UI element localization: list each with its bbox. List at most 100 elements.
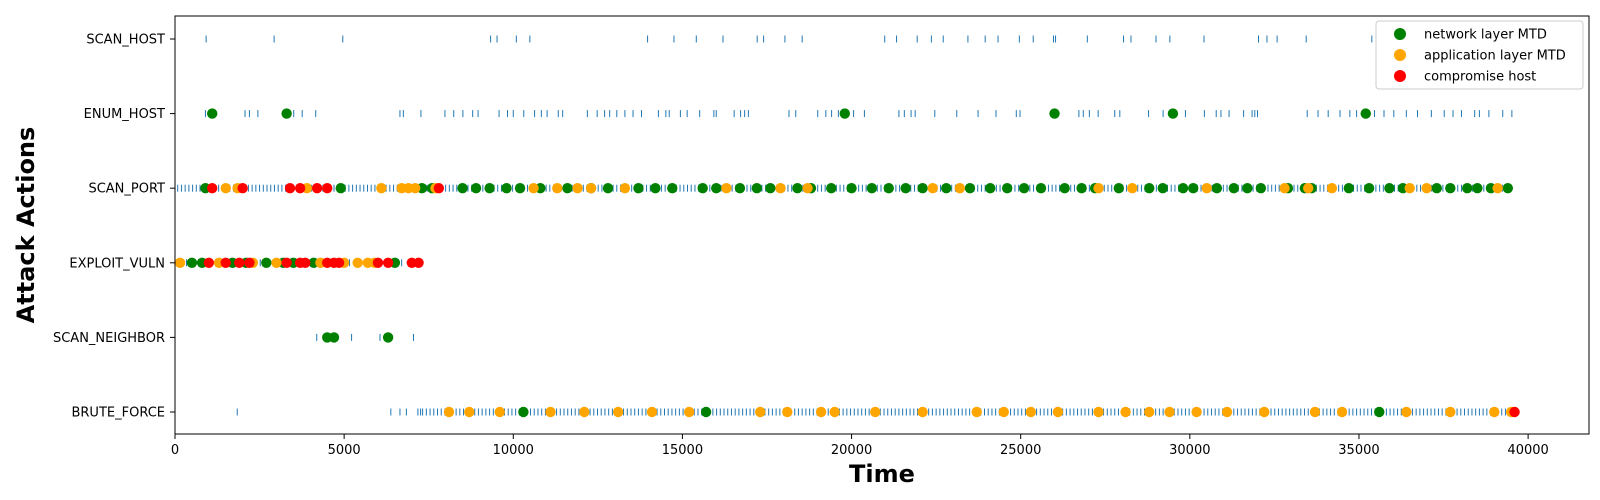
legend-label: application layer MTD bbox=[1424, 49, 1566, 64]
network-mtd-point bbox=[751, 183, 763, 194]
network-mtd-point bbox=[826, 183, 837, 194]
network-mtd-point bbox=[1384, 183, 1395, 194]
application-mtd-point bbox=[954, 183, 966, 194]
application-mtd-point bbox=[1421, 183, 1432, 194]
x-tick-label: 20000 bbox=[831, 443, 872, 458]
network-mtd-point bbox=[1018, 183, 1030, 194]
network-mtd-point bbox=[1167, 108, 1179, 119]
y-tick-label: EXPLOIT_VULN bbox=[69, 256, 165, 271]
compromise-host-point bbox=[237, 183, 248, 194]
network-mtd-point bbox=[1001, 183, 1013, 194]
application-mtd-point bbox=[376, 183, 387, 194]
y-axis-title: Attack Actions bbox=[12, 127, 40, 324]
network-mtd-point bbox=[1113, 183, 1124, 194]
network-mtd-point bbox=[964, 183, 976, 194]
application-mtd-point bbox=[545, 406, 556, 418]
y-tick-label: SCAN_PORT bbox=[88, 182, 165, 197]
application-mtd-point bbox=[927, 183, 938, 194]
application-mtd-point bbox=[721, 183, 732, 194]
application-mtd-point bbox=[579, 406, 590, 418]
legend-frame bbox=[1375, 20, 1584, 90]
network-mtd-point bbox=[470, 183, 482, 194]
application-mtd-point bbox=[646, 406, 658, 418]
y-tick-label: BRUTE_FORCE bbox=[71, 406, 165, 421]
application-mtd-point bbox=[1221, 406, 1233, 418]
network-mtd-point bbox=[1374, 406, 1385, 418]
network-mtd-point bbox=[281, 108, 292, 119]
application-mtd-point bbox=[971, 406, 982, 418]
application-mtd-point bbox=[528, 183, 539, 194]
network-mtd-point bbox=[792, 183, 803, 194]
network-mtd-point bbox=[667, 183, 678, 194]
network-mtd-point bbox=[1144, 183, 1155, 194]
application-mtd-point bbox=[409, 183, 421, 194]
application-mtd-point bbox=[174, 257, 186, 268]
application-mtd-point bbox=[352, 257, 363, 268]
application-mtd-point bbox=[443, 406, 455, 418]
application-mtd-point bbox=[1445, 406, 1456, 418]
application-mtd-point bbox=[1120, 406, 1131, 418]
application-mtd-point bbox=[782, 406, 793, 418]
network-mtd-point bbox=[900, 183, 911, 194]
application-mtd-point bbox=[552, 183, 563, 194]
network-mtd-point bbox=[1157, 183, 1168, 194]
application-mtd-point bbox=[1025, 406, 1037, 418]
network-mtd-point bbox=[734, 183, 746, 194]
x-tick-label: 25000 bbox=[1000, 443, 1041, 458]
compromise-host-point bbox=[333, 257, 345, 268]
network-mtd-point bbox=[1228, 183, 1240, 194]
network-mtd-point bbox=[1431, 183, 1442, 194]
application-mtd-point bbox=[1093, 406, 1104, 418]
application-mtd-point bbox=[271, 257, 282, 268]
network-mtd-point bbox=[382, 332, 394, 343]
compromise-host-point bbox=[281, 257, 292, 268]
application-mtd-point bbox=[1336, 406, 1348, 418]
compromise-host-point bbox=[322, 183, 333, 194]
application-mtd-point bbox=[775, 183, 786, 194]
legend-marker bbox=[1394, 70, 1406, 82]
network-mtd-point bbox=[514, 183, 526, 194]
network-mtd-point bbox=[335, 183, 346, 194]
compromise-host-point bbox=[203, 257, 215, 268]
compromise-host-point bbox=[413, 257, 424, 268]
application-mtd-point bbox=[1279, 183, 1290, 194]
x-tick-label: 5000 bbox=[328, 443, 361, 458]
application-mtd-point bbox=[1201, 183, 1212, 194]
network-mtd-point bbox=[457, 183, 468, 194]
network-mtd-point bbox=[1343, 183, 1355, 194]
network-mtd-point bbox=[1462, 183, 1473, 194]
application-mtd-point bbox=[1144, 406, 1155, 418]
y-tick-label: SCAN_HOST bbox=[86, 33, 165, 48]
application-mtd-point bbox=[998, 406, 1009, 418]
plot-area-frame bbox=[174, 15, 1590, 435]
application-mtd-point bbox=[802, 183, 813, 194]
network-mtd-point bbox=[1255, 183, 1267, 194]
action-tick-marks bbox=[177, 35, 1513, 416]
application-mtd-point bbox=[1127, 183, 1138, 194]
network-mtd-point bbox=[650, 183, 661, 194]
compromise-host-point bbox=[300, 257, 311, 268]
application-mtd-point bbox=[1492, 183, 1503, 194]
application-mtd-point bbox=[683, 406, 695, 418]
network-mtd-point bbox=[501, 183, 512, 194]
network-mtd-point bbox=[883, 183, 894, 194]
application-mtd-point bbox=[1093, 183, 1104, 194]
network-mtd-point bbox=[328, 332, 340, 343]
network-mtd-point bbox=[985, 183, 996, 194]
network-mtd-point bbox=[866, 183, 878, 194]
compromise-host-point bbox=[294, 183, 306, 194]
application-mtd-point bbox=[1404, 183, 1415, 194]
network-mtd-point bbox=[697, 183, 708, 194]
network-mtd-point bbox=[1188, 183, 1199, 194]
compromise-host-point bbox=[234, 257, 245, 268]
network-mtd-point bbox=[711, 183, 722, 194]
compromise-host-point bbox=[284, 183, 296, 194]
network-mtd-point bbox=[186, 257, 198, 268]
application-mtd-point bbox=[1191, 406, 1202, 418]
application-mtd-point bbox=[1326, 183, 1338, 194]
network-mtd-point bbox=[1177, 183, 1189, 194]
application-mtd-point bbox=[815, 406, 827, 418]
application-mtd-point bbox=[585, 183, 597, 194]
legend: network layer MTD application layer MTD co… bbox=[1375, 20, 1584, 90]
legend-marker bbox=[1394, 49, 1406, 61]
